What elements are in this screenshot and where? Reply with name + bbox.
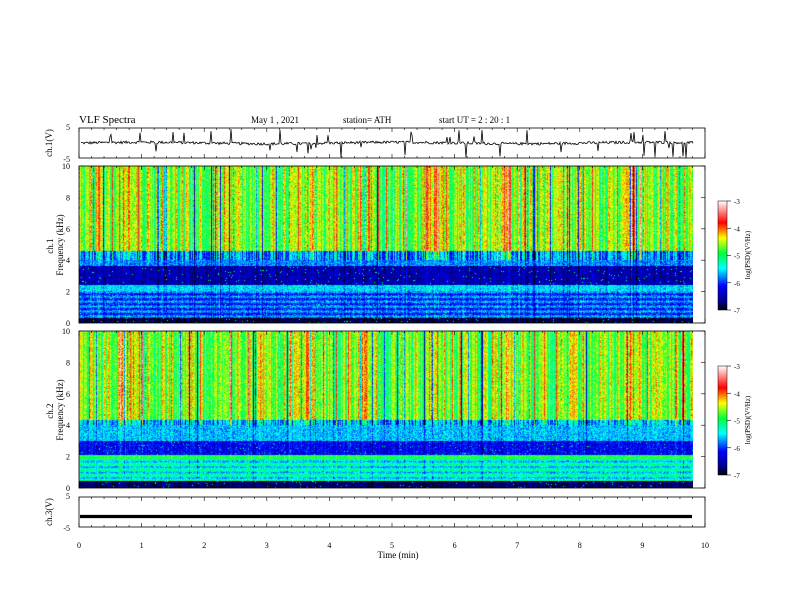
ch3-waveform-frame [78, 496, 706, 528]
colorbar-tick-label: -4 [734, 225, 740, 233]
ch2-spectrogram-image [79, 331, 693, 488]
x-tick-label: 2 [202, 541, 206, 550]
station-label: station= ATH [343, 115, 392, 125]
ch2-spec-ylabel-line1: ch.2 [45, 404, 55, 419]
x-tick-label: 8 [578, 541, 582, 550]
colorbar-tick-label: -5 [734, 418, 740, 426]
x-tick-label: 3 [265, 541, 269, 550]
y-tick-label: 10 [62, 162, 70, 171]
y-tick-label: 8 [66, 358, 70, 367]
colorbar-tick-label: -7 [734, 472, 740, 480]
x-tick-label: 0 [77, 541, 81, 550]
x-tick-label: 9 [640, 541, 644, 550]
ch1-waveform-line [81, 129, 694, 158]
colorbar-tick-label: -3 [734, 198, 740, 206]
ch2-spec-ylabel-line2: Frequency (kHz) [55, 379, 65, 440]
x-tick-label: 5 [390, 541, 394, 550]
x-tick-label: 1 [140, 541, 144, 550]
y-tick-label: 0 [66, 484, 70, 493]
y-tick-label: 8 [66, 193, 70, 202]
ch1-ytick-top: 5 [66, 123, 70, 132]
ch2-spec-ylabel: ch.2 Frequency (kHz) [45, 379, 65, 440]
start-time-label: start UT = 2 : 20 : 1 [439, 115, 510, 125]
colorbar-tick-label: -5 [734, 253, 740, 261]
date-label: May 1 , 2021 [251, 115, 299, 125]
ch1-waveform-panel: ch.1(V) 5 -5 [44, 123, 706, 164]
ch1-colorbar-label: log(PSD)(V²/Hz) [744, 230, 752, 279]
ch3-ytick-top: 5 [66, 492, 70, 501]
x-tick-label: 6 [453, 541, 457, 550]
x-tick-label: 10 [701, 541, 709, 550]
figure-title: VLF Spectra [79, 114, 136, 126]
colorbar-tick-label: -4 [734, 390, 740, 398]
ch3-ytick-bottom: -5 [63, 524, 70, 533]
y-tick-label: 10 [62, 327, 70, 336]
y-tick-label: 0 [66, 319, 70, 328]
y-tick-label: 2 [66, 288, 70, 297]
ch1-spectrogram-image [79, 166, 693, 323]
ch1-ytick-bottom: -5 [63, 155, 70, 164]
colorbar-tick-label: -6 [734, 445, 740, 453]
ch2-colorbar-label: log(PSD)(V²/Hz) [744, 395, 752, 444]
time-axis-label: Time (min) [378, 550, 419, 560]
ch1-colorbar [717, 200, 728, 311]
ch1-waveform-ylabel: ch.1(V) [44, 129, 54, 157]
ch3-waveform-ylabel: ch.3(V) [44, 498, 54, 526]
ch1-spec-ylabel-line2: Frequency (kHz) [55, 214, 65, 275]
x-tick-label: 4 [327, 541, 331, 550]
x-tick-label: 7 [515, 541, 519, 550]
colorbar-tick-label: -7 [734, 307, 740, 315]
colorbar-tick-label: -6 [734, 280, 740, 288]
ch3-waveform-panel: ch.3(V) 5 -5 [44, 492, 706, 533]
y-tick-label: 2 [66, 453, 70, 462]
y-tick-label: 6 [66, 225, 70, 234]
ch1-spec-ylabel: ch.1 Frequency (kHz) [45, 214, 65, 275]
colorbar-tick-label: -3 [734, 363, 740, 371]
time-axis: 0 1 2 3 4 5 6 7 8 9 10 [77, 541, 709, 550]
y-tick-label: 4 [66, 256, 70, 265]
y-tick-label: 4 [66, 421, 70, 430]
ch1-spec-ylabel-line1: ch.1 [45, 239, 55, 254]
ch2-colorbar [717, 365, 728, 476]
y-tick-label: 6 [66, 390, 70, 399]
